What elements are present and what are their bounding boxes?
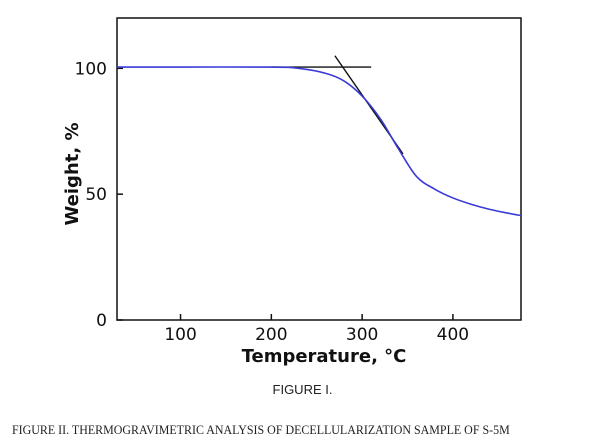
- y-tick-label: 100: [75, 59, 107, 79]
- series-line: [116, 66, 522, 217]
- x-tick-label: 300: [346, 325, 378, 345]
- x-axis-label: Temperature, °C: [242, 346, 407, 367]
- x-tick-label: 200: [255, 325, 287, 345]
- x-tick-label: 100: [164, 325, 196, 345]
- x-tick-label: 400: [437, 325, 469, 345]
- y-axis-label: Weight, %: [62, 122, 83, 225]
- series-group: [116, 66, 522, 217]
- tangent-lines: [271, 55, 404, 155]
- figure-title: FIGURE II. THERMOGRAVIMETRIC ANALYSIS OF…: [12, 422, 510, 437]
- plot-frame: [116, 17, 522, 321]
- y-tick-label: 50: [85, 185, 107, 205]
- y-tick-label: 0: [96, 311, 107, 331]
- figure-caption: FIGURE I.: [272, 382, 333, 397]
- axis-ticks: 100 200 300 400 0 50 100: [75, 59, 470, 345]
